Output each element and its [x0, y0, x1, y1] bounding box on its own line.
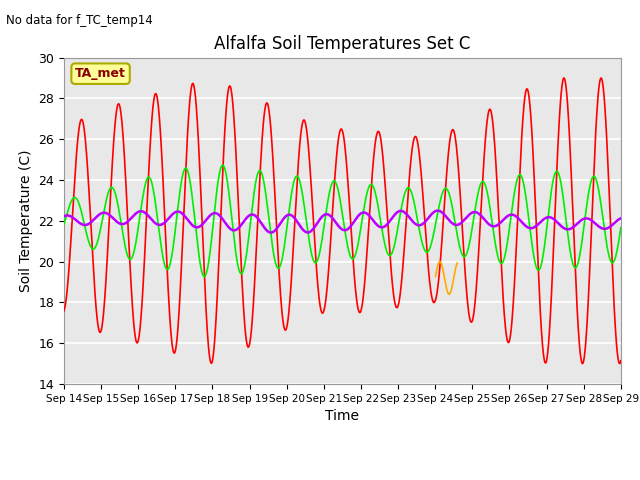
X-axis label: Time: Time — [325, 409, 360, 423]
Text: No data for f_TC_temp14: No data for f_TC_temp14 — [6, 14, 153, 27]
Title: Alfalfa Soil Temperatures Set C: Alfalfa Soil Temperatures Set C — [214, 35, 470, 53]
Y-axis label: Soil Temperature (C): Soil Temperature (C) — [19, 150, 33, 292]
Legend: -2cm, -4cm, -8cm, -32cm: -2cm, -4cm, -8cm, -32cm — [147, 476, 538, 480]
Text: TA_met: TA_met — [75, 67, 126, 80]
